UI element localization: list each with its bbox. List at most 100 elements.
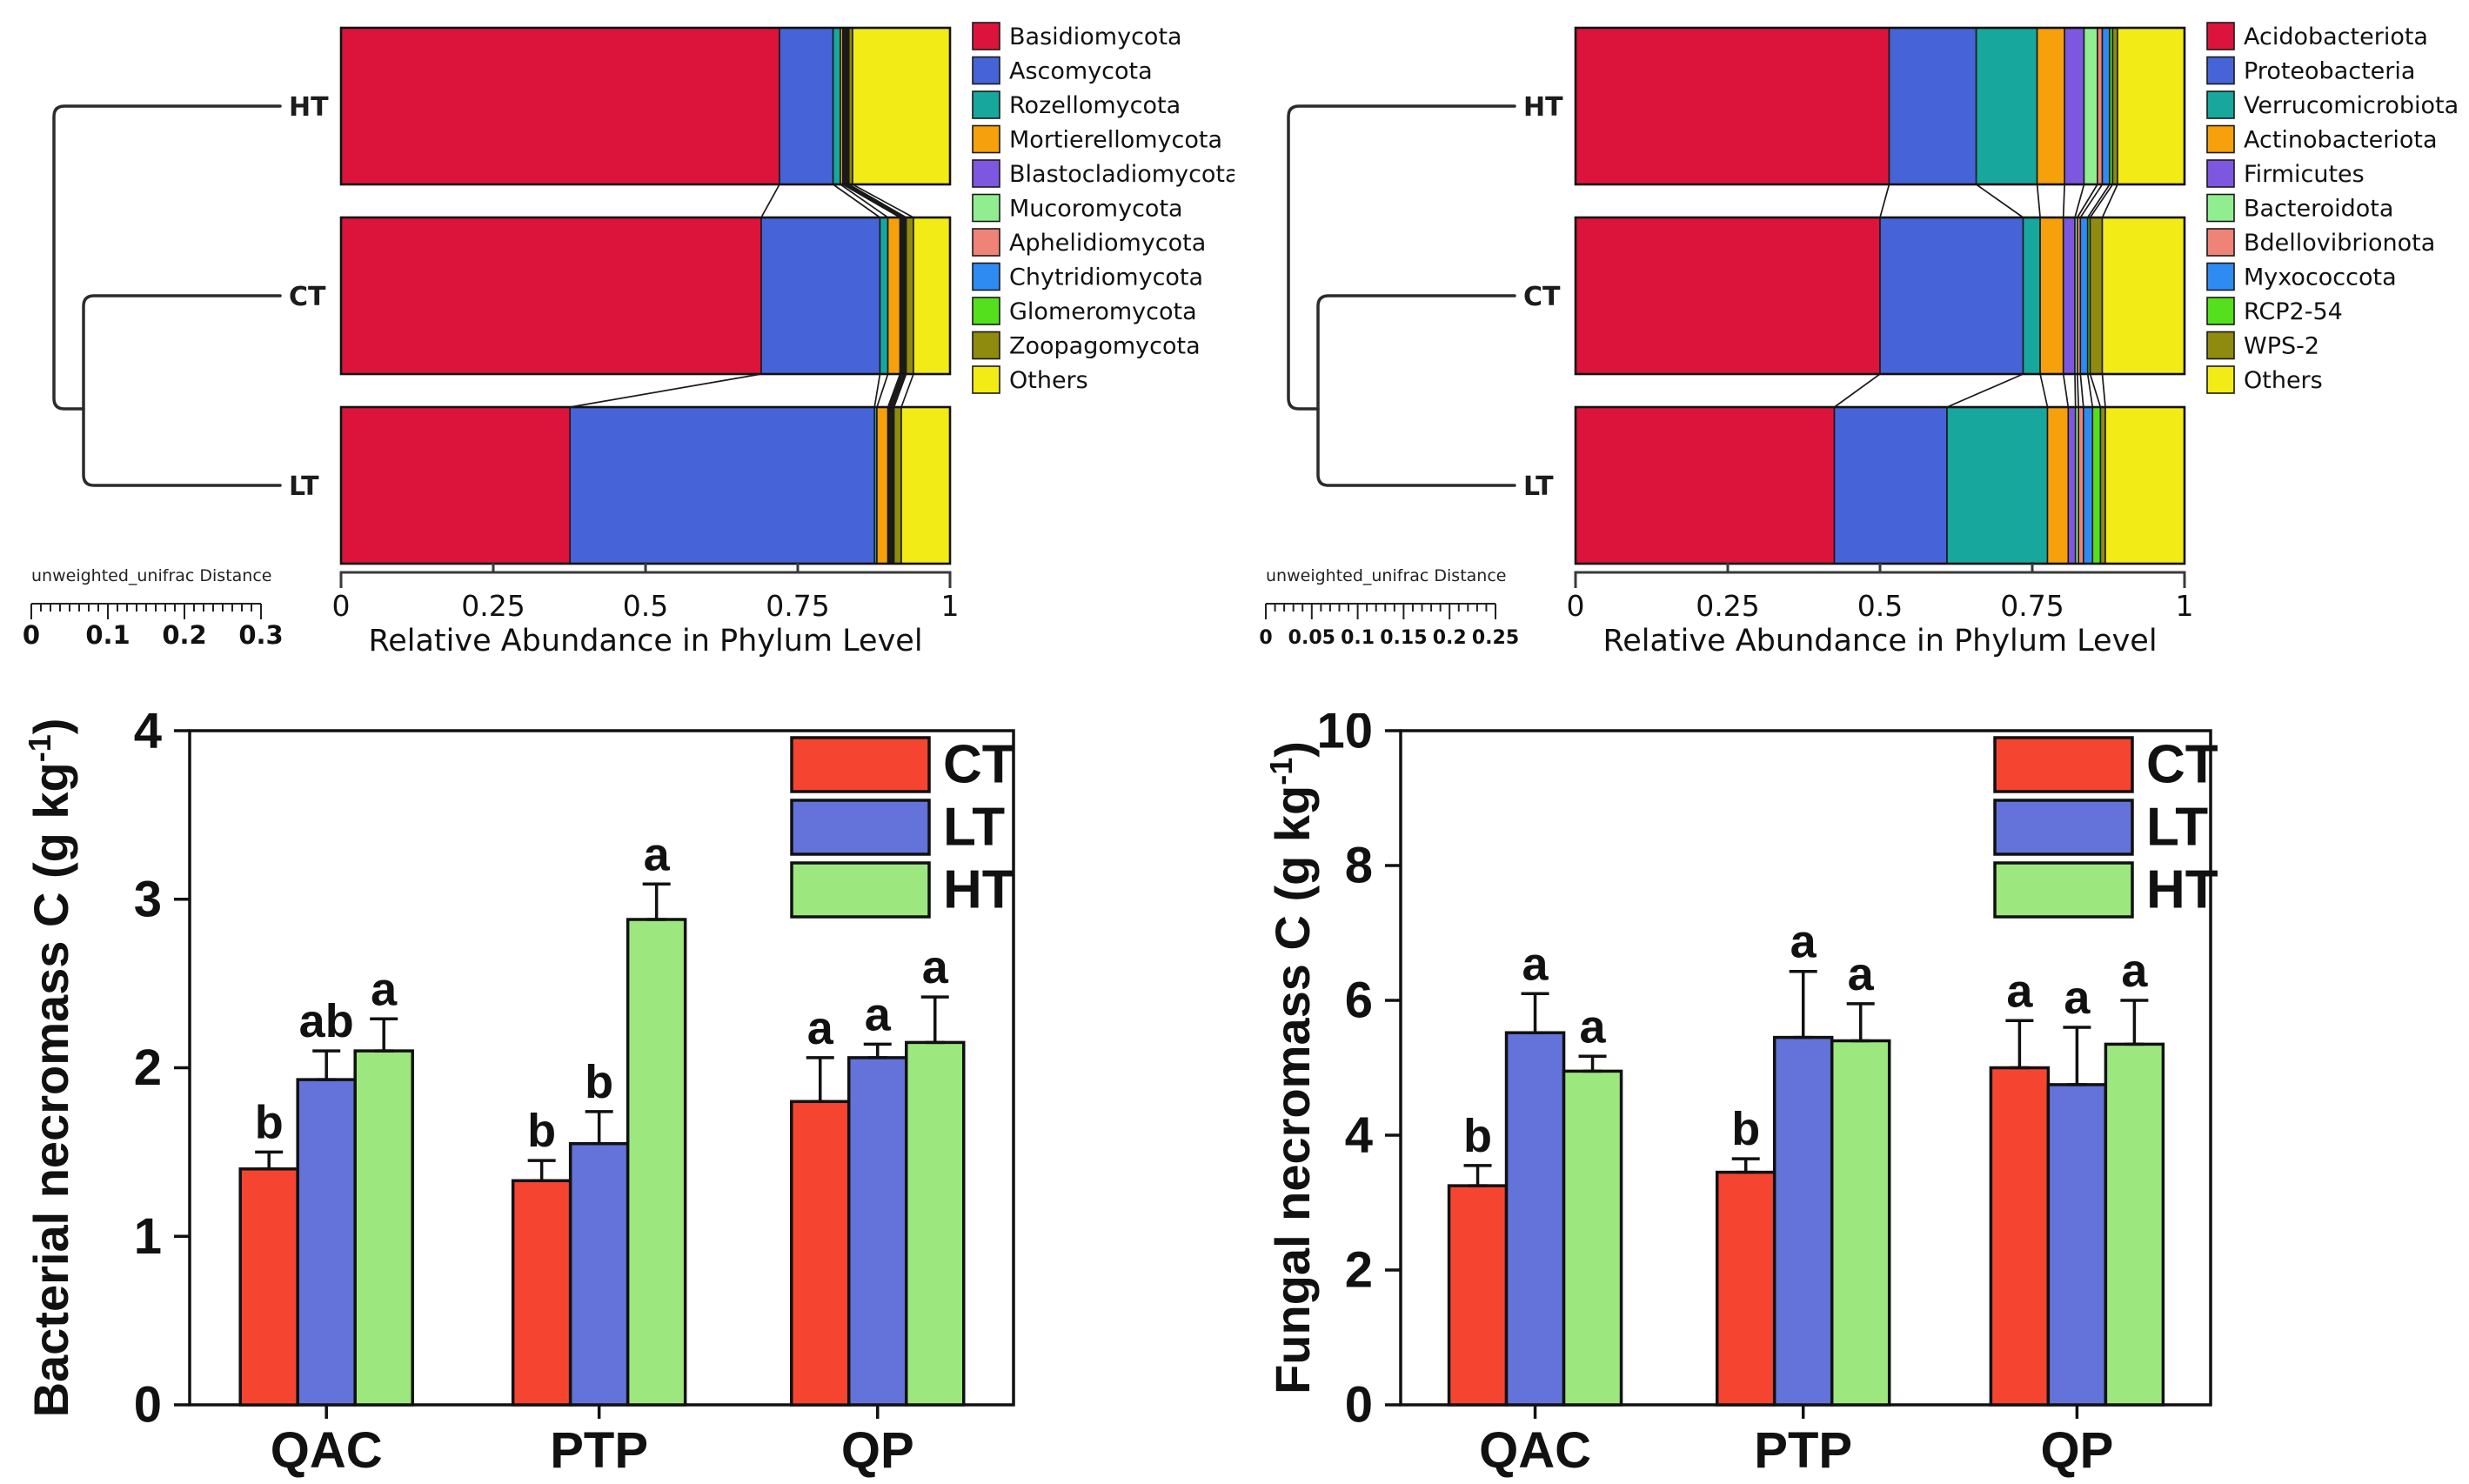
legend-label: Ascomycota (1009, 58, 1153, 85)
category-label-QP: QP (2040, 1422, 2113, 1479)
y-tick-label: 8 (1345, 838, 1373, 894)
y-axis-title: Bacterial necromass C (g kg-1) (22, 719, 78, 1418)
flow-connector (873, 373, 881, 408)
significance-letter-LT-QP: a (2064, 972, 2091, 1024)
significance-letter-CT-PTP: b (1731, 1103, 1760, 1155)
legend-item-Myxococcota: Myxococcota (2206, 262, 2397, 291)
segment-LT-Acidobacteriota (1575, 406, 1836, 565)
segment-HT-Actinobacteriota (2036, 27, 2065, 185)
significance-letter-CT-QP: a (807, 1002, 834, 1054)
flow-connector (833, 184, 880, 218)
segment-LT-Zoopagomycota (893, 406, 902, 565)
bar-CT-QAC (1447, 1184, 1509, 1407)
legend-item-Bacteroidota: Bacteroidota (2206, 193, 2393, 223)
flow-connector (1976, 184, 2024, 218)
legend-item-Aphelidiomycota: Aphelidiomycota (972, 228, 1206, 257)
bar-LT-QP (846, 1056, 908, 1407)
legend-item-WPS-2: WPS-2 (2206, 331, 2319, 360)
legend-label: Bacteroidota (2244, 196, 2393, 223)
segment-HT-Rozellomycota (832, 27, 841, 185)
legend-swatch-Myxococcota (2206, 262, 2235, 291)
legend-item-HT: HT (790, 860, 1015, 920)
y-tick-label: 6 (1345, 973, 1373, 1029)
legend-item-Verrucomicrobiota: Verrucomicrobiota (2206, 90, 2459, 119)
segment-CT-Others (2101, 217, 2185, 375)
sample-label-CT: CT (289, 282, 326, 312)
legend-item-Actinobacteriota: Actinobacteriota (2206, 124, 2438, 154)
legend-item-Rozellomycota: Rozellomycota (972, 90, 1181, 119)
legend-item-HT: HT (1993, 860, 2218, 920)
legend-item-Mortierellomycota: Mortierellomycota (972, 124, 1222, 154)
legend-swatch-Others (2206, 365, 2235, 394)
significance-letter-HT-QAC: a (1580, 1000, 1607, 1053)
fungal-necromass-chart: 0 2 4 6 8 10 Fungal necromass C (g kg-1) QAC b a a… (1234, 703, 2469, 1484)
legend-swatch-Blastocladiomycota (972, 159, 1000, 188)
legend-swatch-Verrucomicrobiota (2206, 90, 2235, 119)
legend-item-Firmicutes: Firmicutes (2206, 159, 2365, 188)
bacterial-taxonomy-panel: HT CT LT 0 0.25 0.5 0.75 1 Relative Abundance in… (1234, 0, 2469, 705)
bar-CT-PTP (1715, 1170, 1776, 1407)
bar-CT-QP (789, 1100, 851, 1407)
legend-label: CT (2146, 735, 2218, 795)
legend-label: LT (2146, 798, 2208, 858)
legend-swatch-Mortierellomycota (972, 124, 1000, 154)
segment-LT-Proteobacteria (1833, 406, 1948, 565)
abundance-tick-label: 0.75 (766, 589, 829, 623)
flow-connector (2036, 184, 2041, 218)
legend-swatch-Rozellomycota (972, 90, 1000, 119)
segment-HT-Ascomycota (779, 27, 834, 185)
y-tick-label: 2 (1345, 1242, 1373, 1299)
distance-tick-label: 0 (23, 620, 40, 650)
legend-swatch-CT (1993, 736, 2134, 793)
legend-item-RCP2-54: RCP2-54 (2206, 297, 2343, 325)
flow-connector (892, 373, 906, 408)
flow-connector (2101, 184, 2118, 218)
legend-item-CT: CT (790, 735, 1015, 795)
abundance-tick-label: 0.5 (623, 589, 668, 623)
segment-CT-Others (913, 217, 951, 375)
significance-letter-LT-QP: a (865, 988, 892, 1040)
significance-letter-HT-QP: a (2121, 945, 2148, 997)
significance-letter-LT-QAC: a (1522, 938, 1549, 990)
segment-LT-RCP2-54 (2091, 406, 2102, 565)
segment-LT-Ascomycota (569, 406, 876, 565)
flow-connector (760, 184, 780, 218)
segment-LT-Myxococcota (2082, 406, 2094, 565)
significance-letter-CT-PTP: b (527, 1105, 556, 1157)
distance-tick-label: 0 (1259, 627, 1272, 649)
bar-LT-QP (2046, 1083, 2108, 1407)
significance-letter-HT-QAC: a (371, 963, 398, 1015)
flow-connector (2089, 184, 2114, 218)
legend-swatch-Actinobacteriota (2206, 124, 2235, 154)
category-label-QAC: QAC (271, 1422, 383, 1479)
flow-connector (852, 184, 914, 218)
svg-text:Bacterial necromass C (g kg-1): Bacterial necromass C (g kg-1) (22, 719, 78, 1418)
legend-item-Others: Others (2206, 365, 2323, 394)
segment-LT-Others (2104, 406, 2185, 565)
bar-outline-CT (339, 216, 952, 376)
bar-HT-PTP (1830, 1039, 1891, 1407)
bar-CT-QAC (238, 1167, 299, 1407)
distance-tick-label: 0.2 (1433, 627, 1467, 649)
flow-connector (891, 373, 905, 408)
abundance-tick-label: 0.25 (461, 589, 525, 623)
segment-HT-WPS-2 (2111, 27, 2118, 185)
abundance-tick-label: 0.75 (2000, 589, 2064, 623)
fungal_taxa-figure: HT CT LT 0 0.25 0.5 0.75 1 Relative Abundance in… (23, 22, 1240, 658)
significance-letter-LT-PTP: a (1790, 916, 1817, 968)
y-tick-label: 10 (1316, 713, 1373, 759)
distance-tick-label: 0.05 (1288, 627, 1335, 649)
flow-connector (2074, 373, 2077, 408)
segment-HT-Bacteroidota (2083, 27, 2098, 185)
sample-label-CT: CT (1523, 282, 1561, 312)
legend-swatch-Mucoromycota (972, 193, 1000, 223)
flow-connector (2086, 373, 2094, 408)
bar-HT-QP (2104, 1042, 2165, 1407)
sample-label-LT: LT (289, 471, 319, 502)
segment-CT-WPS-2 (2089, 217, 2104, 375)
segment-HT-Others (852, 27, 951, 185)
distance-tick-label: 0.15 (1380, 627, 1427, 649)
legend-item-LT: LT (790, 798, 1005, 858)
significance-letter-HT-PTP: a (644, 828, 671, 880)
